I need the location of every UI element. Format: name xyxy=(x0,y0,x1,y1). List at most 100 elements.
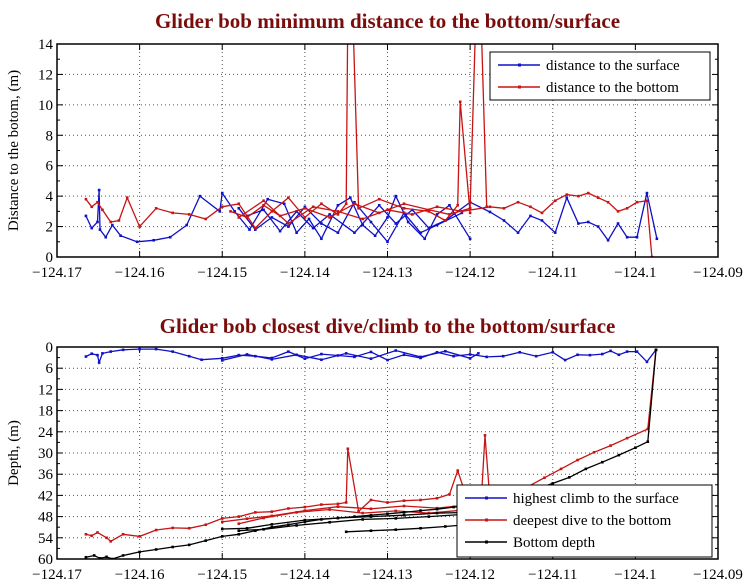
data-point xyxy=(185,223,189,227)
data-point xyxy=(419,355,422,359)
data-point xyxy=(394,222,398,225)
data-point xyxy=(419,509,422,512)
data-point xyxy=(328,216,331,219)
data-point xyxy=(596,225,600,228)
data-point xyxy=(458,100,462,104)
data-point xyxy=(336,502,340,506)
data-point xyxy=(516,200,520,204)
data-point xyxy=(270,523,274,526)
data-point xyxy=(369,357,373,360)
x-tick-label: −124.09 xyxy=(693,265,743,281)
data-point xyxy=(270,525,274,529)
data-point xyxy=(645,199,649,203)
y-tick-label: 4 xyxy=(46,189,54,205)
data-point xyxy=(303,216,307,219)
data-point xyxy=(435,205,439,209)
data-point xyxy=(270,514,274,518)
data-point xyxy=(601,352,604,356)
data-point xyxy=(154,528,158,532)
data-point xyxy=(452,505,455,509)
chart-panel-2: Glider bob closest dive/climb to the bot… xyxy=(6,314,743,583)
data-point xyxy=(402,207,406,210)
plot-area xyxy=(84,44,659,257)
data-point xyxy=(220,191,224,195)
data-point xyxy=(576,458,579,462)
y-tick-label: 60 xyxy=(38,552,53,568)
x-tick-label: −124.17 xyxy=(32,567,82,583)
data-point xyxy=(402,513,406,517)
data-point xyxy=(98,556,102,559)
data-point xyxy=(468,357,472,360)
legend-label: highest climb to the surface xyxy=(513,491,679,507)
data-point xyxy=(245,216,249,219)
y-tick-label: 24 xyxy=(38,425,54,441)
data-point xyxy=(361,223,365,227)
data-point xyxy=(402,499,406,502)
data-point xyxy=(270,210,274,213)
data-point xyxy=(237,207,241,210)
data-point xyxy=(320,503,323,506)
data-point xyxy=(84,214,88,218)
data-point xyxy=(394,509,398,513)
data-point xyxy=(435,496,439,500)
data-point xyxy=(295,231,298,234)
data-point xyxy=(625,235,629,239)
y-tick-label: 48 xyxy=(38,510,53,526)
data-point xyxy=(270,356,274,360)
x-tick-label: −124.09 xyxy=(693,567,743,583)
data-point xyxy=(237,522,241,525)
data-point xyxy=(616,222,620,225)
data-point xyxy=(311,205,315,209)
data-point xyxy=(427,210,431,213)
data-point xyxy=(353,231,356,234)
data-point xyxy=(262,528,265,531)
data-point xyxy=(311,226,315,230)
y-tick-label: 12 xyxy=(38,382,53,398)
data-point xyxy=(596,196,600,199)
data-point xyxy=(394,194,398,198)
data-point xyxy=(344,501,348,504)
legend-box xyxy=(489,51,711,101)
data-point xyxy=(540,219,544,222)
data-point xyxy=(460,211,464,215)
y-tick-label: 54 xyxy=(38,531,54,547)
plot-frame xyxy=(56,346,719,560)
data-point xyxy=(96,531,99,534)
legend-marker xyxy=(485,540,488,544)
data-point xyxy=(419,231,422,234)
data-point xyxy=(488,205,492,209)
data-point xyxy=(460,210,464,213)
data-point xyxy=(423,237,426,241)
x-tick-label: −124.15 xyxy=(197,265,247,281)
data-point xyxy=(278,229,282,233)
data-point xyxy=(609,444,612,447)
series-line xyxy=(238,508,462,525)
legend-label: deepest dive to the bottom xyxy=(513,513,672,529)
data-point xyxy=(270,510,274,513)
data-point xyxy=(353,515,356,518)
data-point xyxy=(328,213,331,216)
x-tick-label: −124.14 xyxy=(280,567,330,583)
data-point xyxy=(369,507,373,511)
data-point xyxy=(220,535,224,538)
data-point xyxy=(84,355,88,358)
y-tick-label: 30 xyxy=(38,446,53,462)
x-tick-label: −124.13 xyxy=(363,567,413,583)
data-point xyxy=(262,516,265,520)
data-point xyxy=(435,213,439,216)
data-point xyxy=(361,217,365,221)
data-point xyxy=(171,526,174,530)
data-point xyxy=(488,210,492,214)
plot-area xyxy=(84,347,658,559)
y-tick-label: 2 xyxy=(46,220,54,236)
data-point xyxy=(336,210,340,213)
data-point xyxy=(125,196,129,199)
data-point xyxy=(386,240,389,244)
data-point xyxy=(84,532,88,536)
data-point xyxy=(84,197,88,201)
data-point xyxy=(577,194,580,198)
chart-title: Glider bob minimum distance to the botto… xyxy=(155,9,620,33)
data-point xyxy=(502,207,506,210)
data-point xyxy=(287,350,290,353)
